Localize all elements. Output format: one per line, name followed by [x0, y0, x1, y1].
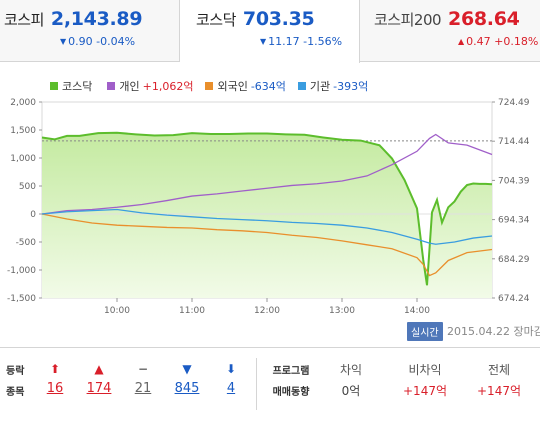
chart-footer: 실시간 2015.04.22 장마감	[0, 320, 540, 341]
tab-kosdaq[interactable]: 코스닥 703.35 ▼ 11.17 -1.56%	[180, 0, 360, 63]
stat-up-count[interactable]: 174	[86, 381, 112, 396]
y-left-tick-label: 1,000	[10, 154, 36, 164]
program-non-arbitrage-label: 비차익	[408, 363, 442, 377]
y-left-tick-label: 0	[30, 210, 36, 220]
y-right-tick-label: 704.39	[498, 176, 530, 186]
advance-decline-title: 등락 종목	[6, 361, 24, 403]
y-right-tick-label: 684.29	[498, 255, 530, 265]
x-tick-label: 12:00	[254, 306, 280, 316]
program-non-arbitrage: 비차익 +147억	[390, 360, 460, 402]
tab-kospi[interactable]: 코스피 2,143.89 ▼ 0.90 -0.04%	[0, 0, 180, 62]
tab-kospi-change: 0.90 -0.04%	[68, 35, 136, 48]
legend-item-foreign[interactable]: 외국인 -634억	[205, 78, 286, 94]
legend-item-institution[interactable]: 기관 -393억	[297, 78, 369, 94]
tab-kosdaq-change: 11.17 -1.56%	[268, 35, 343, 48]
down-triangle-icon: ▼	[60, 37, 67, 46]
tab-kosdaq-name: 코스닥	[196, 11, 236, 29]
legend-swatch-foreign	[205, 82, 214, 90]
stat-flat-count[interactable]: 21	[134, 381, 152, 396]
advance-decline-title-line1: 등락	[6, 366, 25, 377]
live-button[interactable]: 실시간	[407, 322, 443, 341]
tab-kospi-value: 2,143.89	[50, 8, 143, 30]
y-right-tick-label: 714.44	[498, 137, 530, 147]
program-arbitrage: 차익 0억	[316, 360, 386, 402]
individual-line	[41, 133, 493, 215]
chart-legend: 코스닥 개인 +1,062억 외국인 -634억 기관 -393억	[50, 78, 380, 94]
tab-kosdaq-value: 703.35	[242, 8, 315, 30]
y-left-tick-label: 1,500	[10, 126, 36, 136]
legend-value-institution: -393억	[333, 80, 369, 93]
stat-down-count[interactable]: 845	[174, 381, 200, 396]
program-trading-title-line2: 매매동향	[272, 387, 310, 398]
x-tick-label: 14:00	[404, 306, 430, 316]
y-right-tick-label: 674.24	[498, 294, 530, 304]
institution-line	[41, 208, 493, 245]
down-icon: ▼	[182, 362, 192, 376]
limit-up-icon: ⬆	[49, 362, 61, 376]
x-tick-label: 11:00	[179, 306, 205, 316]
tab-kospi-change-row: ▼ 0.90 -0.04%	[4, 35, 179, 48]
market-stats: 등락 종목 ⬆ 16 ▲ 174 − 21 ▼ 845 ⬇ 4 프로그램 매매동…	[0, 347, 540, 421]
program-total-value: +147억	[477, 384, 521, 398]
stats-divider	[256, 358, 257, 410]
stat-limit-up-count[interactable]: 16	[46, 381, 64, 396]
stat-limit-down: ⬇ 4	[218, 360, 244, 400]
y-left-tick-label: -1,000	[7, 266, 36, 276]
stat-up: ▲ 174	[86, 360, 112, 400]
legend-swatch-kosdaq	[50, 82, 58, 90]
program-arbitrage-label: 차익	[339, 363, 363, 377]
index-tabs: 코스피 2,143.89 ▼ 0.90 -0.04% 코스닥 703.35 ▼ 11…	[0, 0, 540, 63]
up-triangle-icon: ▲	[458, 37, 465, 46]
tab-kospi200[interactable]: 코스피200 268.64 ▲ 0.47 +0.18%	[360, 0, 540, 62]
limit-down-icon: ⬇	[225, 362, 237, 376]
x-tick-label: 13:00	[329, 306, 355, 316]
program-arbitrage-value: 0억	[341, 384, 361, 398]
tab-kospi200-change-row: ▲ 0.47 +0.18%	[374, 35, 540, 48]
legend-swatch-individual	[107, 82, 116, 90]
legend-label-institution: 기관	[309, 80, 331, 93]
kosdaq-line	[41, 131, 493, 286]
tab-kosdaq-change-row: ▼ 11.17 -1.56%	[196, 35, 359, 48]
investor-trend-chart: 코스닥 개인 +1,062억 외국인 -634억 기관 -393억 2,000 1…	[0, 72, 540, 342]
y-left-tick-label: -500	[16, 238, 37, 248]
legend-item-kosdaq[interactable]: 코스닥	[50, 78, 95, 94]
down-triangle-icon: ▼	[260, 37, 267, 46]
program-trading-title: 프로그램 매매동향	[266, 361, 316, 403]
legend-label-foreign: 외국인	[217, 80, 248, 93]
market-close-date: 2015.04.22 장마감	[447, 325, 540, 338]
legend-label-individual: 개인	[119, 80, 140, 93]
chart-plot-svg: 2,000 1,500 1,000 500 0 -500 -1,000 -1,500 724.4…	[7, 98, 530, 316]
advance-decline-title-line2: 종목	[6, 387, 25, 398]
legend-item-individual[interactable]: 개인 +1,062억	[107, 78, 193, 94]
y-left-tick-label: 500	[19, 182, 36, 192]
flat-icon: −	[137, 362, 149, 376]
tab-kospi-name: 코스피	[4, 11, 44, 29]
stat-flat: − 21	[130, 360, 156, 400]
stat-down: ▼ 845	[174, 360, 200, 400]
foreign-line	[41, 213, 493, 277]
y-right-tick-label: 694.34	[498, 216, 530, 226]
y-right-tick-label: 724.49	[498, 98, 530, 108]
tab-kospi200-value: 268.64	[448, 8, 520, 30]
program-trading-title-line1: 프로그램	[272, 366, 310, 377]
program-total: 전체 +147억	[464, 360, 534, 402]
up-icon: ▲	[94, 362, 104, 376]
legend-value-individual: +1,062억	[142, 80, 194, 93]
y-left-tick-label: 2,000	[10, 98, 36, 108]
tab-kospi200-change: 0.47 +0.18%	[466, 35, 539, 48]
legend-label-kosdaq: 코스닥	[62, 80, 93, 93]
stat-limit-up: ⬆ 16	[42, 360, 68, 400]
legend-swatch-institution	[297, 82, 306, 90]
legend-value-foreign: -634억	[250, 80, 286, 93]
y-left-tick-label: -1,500	[7, 294, 36, 304]
stat-limit-down-count[interactable]: 4	[226, 381, 236, 396]
kosdaq-area	[42, 132, 492, 298]
program-non-arbitrage-value: +147억	[403, 384, 447, 398]
tab-kospi200-name: 코스피200	[374, 11, 442, 29]
x-tick-label: 10:00	[104, 306, 130, 316]
program-total-label: 전체	[487, 363, 511, 377]
